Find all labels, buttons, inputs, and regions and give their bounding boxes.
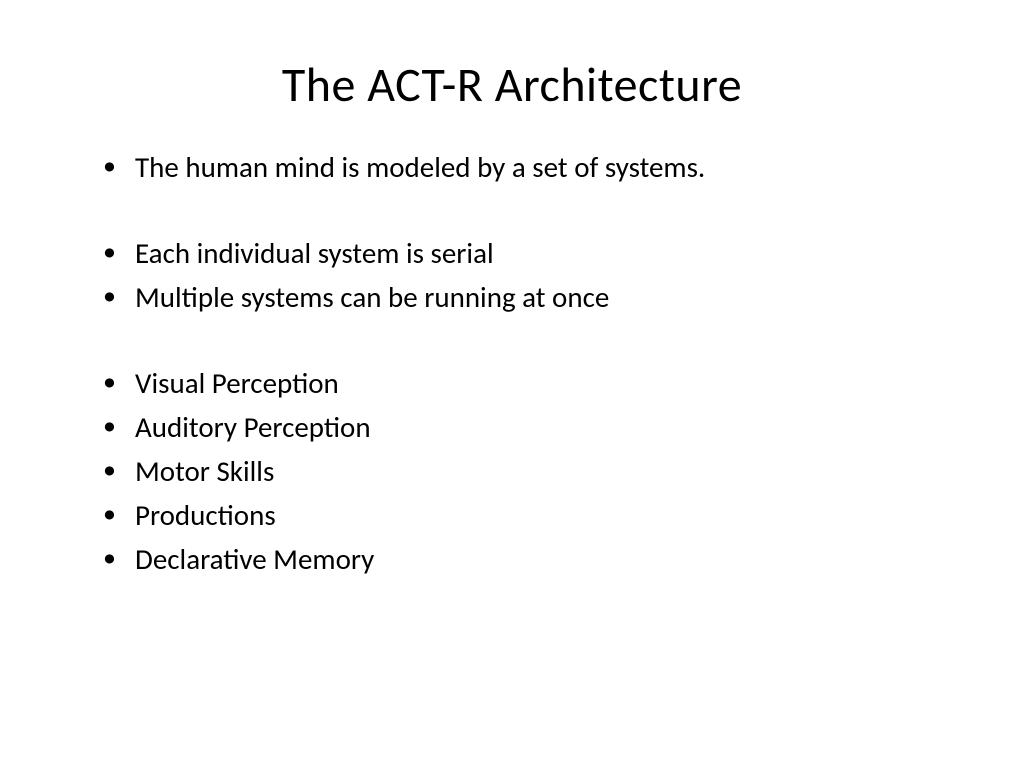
slide-content: The human mind is modeled by a set of sy… — [75, 146, 949, 580]
spacer — [103, 190, 949, 232]
bullet-item: Auditory Perception — [103, 406, 949, 448]
bullet-item: Each individual system is serial — [103, 232, 949, 274]
bullet-item: Multiple systems can be running at once — [103, 276, 949, 318]
spacer — [103, 320, 949, 362]
slide-container: The ACT-R Architecture The human mind is… — [0, 0, 1024, 768]
bullet-item: Motor Skills — [103, 450, 949, 492]
bullet-item: Visual Perception — [103, 362, 949, 404]
bullet-list: Each individual system is serial Multipl… — [103, 232, 949, 318]
bullet-list: Visual Perception Auditory Perception Mo… — [103, 362, 949, 580]
bullet-item: Declarative Memory — [103, 538, 949, 580]
slide-title: The ACT-R Architecture — [75, 55, 949, 114]
bullet-item: The human mind is modeled by a set of sy… — [103, 146, 949, 188]
bullet-list: The human mind is modeled by a set of sy… — [103, 146, 949, 188]
bullet-item: Productions — [103, 494, 949, 536]
